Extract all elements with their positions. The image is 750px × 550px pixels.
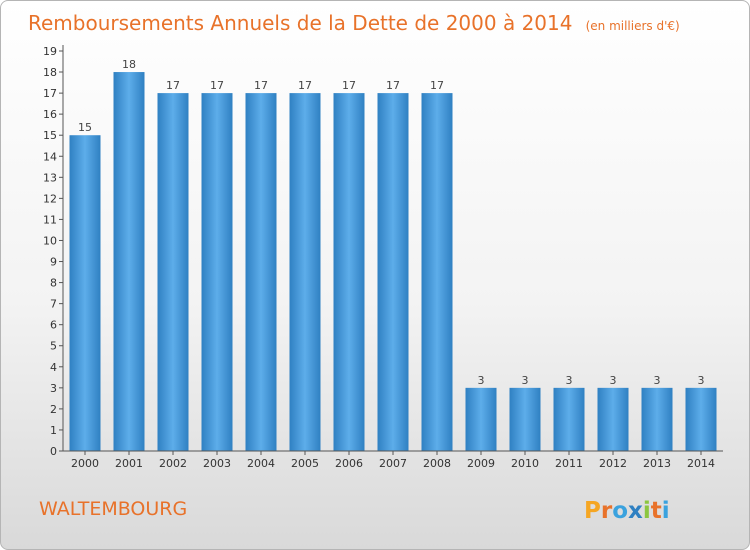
data-label-2014: 3 bbox=[698, 374, 705, 387]
y-tick-label: 0 bbox=[50, 445, 57, 458]
x-tick-label-2003: 2003 bbox=[203, 457, 231, 470]
logo-letter: i bbox=[662, 498, 670, 524]
x-tick-label-2007: 2007 bbox=[379, 457, 407, 470]
y-tick-label: 16 bbox=[43, 108, 57, 121]
proxiti-logo-text: Proxiti bbox=[584, 498, 670, 524]
x-tick-label-2005: 2005 bbox=[291, 457, 319, 470]
y-tick-label: 18 bbox=[43, 66, 57, 79]
data-label-2013: 3 bbox=[654, 374, 661, 387]
x-tick-label-2000: 2000 bbox=[71, 457, 99, 470]
bar-2001 bbox=[113, 72, 145, 451]
bar-2004 bbox=[245, 93, 277, 452]
y-tick-label: 14 bbox=[43, 150, 57, 163]
y-tick-label: 12 bbox=[43, 192, 57, 205]
logo-letter: P bbox=[584, 498, 601, 524]
bar-2005 bbox=[289, 93, 321, 452]
y-tick-label: 17 bbox=[43, 87, 57, 100]
x-tick-label-2011: 2011 bbox=[555, 457, 583, 470]
data-label-2004: 17 bbox=[254, 79, 268, 92]
logo-letter: t bbox=[651, 498, 662, 524]
y-tick-label: 4 bbox=[50, 361, 57, 374]
data-label-2006: 17 bbox=[342, 79, 356, 92]
bar-2008 bbox=[421, 93, 453, 452]
data-labels: 15 18 17 17 17 17 17 17 17 3 3 3 3 3 3 bbox=[78, 58, 705, 387]
bar-2002 bbox=[157, 93, 189, 452]
x-axis: 2000 2001 2002 2003 2004 2005 2006 2007 2008 2009… bbox=[63, 450, 723, 470]
y-tick-label: 15 bbox=[43, 129, 57, 142]
data-label-2012: 3 bbox=[610, 374, 617, 387]
y-tick-label: 1 bbox=[50, 424, 57, 437]
data-label-2008: 17 bbox=[430, 79, 444, 92]
bar-2006 bbox=[333, 93, 365, 452]
x-tick-label-2008: 2008 bbox=[423, 457, 451, 470]
bar-2000 bbox=[69, 135, 101, 452]
data-label-2003: 17 bbox=[210, 79, 224, 92]
bars bbox=[69, 72, 717, 452]
bar-2003 bbox=[201, 93, 233, 452]
bar-2012 bbox=[597, 387, 629, 451]
proxiti-logo: Proxiti bbox=[584, 498, 670, 524]
x-tick-label-2002: 2002 bbox=[159, 457, 187, 470]
y-tick-label: 11 bbox=[43, 213, 57, 226]
chart-title-text: Remboursements Annuels de la Dette de 20… bbox=[28, 11, 572, 35]
bar-2007 bbox=[377, 93, 409, 452]
bar-2010 bbox=[509, 387, 541, 451]
x-tick-label-2014: 2014 bbox=[687, 457, 715, 470]
bar-2013 bbox=[641, 387, 673, 451]
data-label-2001: 18 bbox=[122, 58, 136, 71]
x-tick-label-2009: 2009 bbox=[467, 457, 495, 470]
logo-letter: o bbox=[612, 498, 628, 524]
data-label-2009: 3 bbox=[478, 374, 485, 387]
y-tick-label: 13 bbox=[43, 171, 57, 184]
y-tick-label: 6 bbox=[50, 319, 57, 332]
data-label-2010: 3 bbox=[522, 374, 529, 387]
y-tick-label: 7 bbox=[50, 298, 57, 311]
y-tick-label: 10 bbox=[43, 234, 57, 247]
x-tick-label-2010: 2010 bbox=[511, 457, 539, 470]
data-label-2005: 17 bbox=[298, 79, 312, 92]
y-tick-label: 8 bbox=[50, 277, 57, 290]
chart-unit: (en milliers d'€) bbox=[586, 19, 680, 33]
logo-letter: r bbox=[601, 498, 613, 524]
chart-title: Remboursements Annuels de la Dette de 20… bbox=[28, 11, 680, 35]
logo-letter: x bbox=[628, 498, 643, 524]
city-name: WALTEMBOURG bbox=[39, 498, 187, 520]
y-tick-label: 9 bbox=[50, 256, 57, 269]
x-tick-label-2001: 2001 bbox=[115, 457, 143, 470]
y-tick-label: 2 bbox=[50, 403, 57, 416]
data-label-2000: 15 bbox=[78, 121, 92, 134]
bar-2014 bbox=[685, 387, 717, 451]
y-tick-label: 5 bbox=[50, 340, 57, 353]
x-tick-label-2013: 2013 bbox=[643, 457, 671, 470]
x-tick-label-2004: 2004 bbox=[247, 457, 275, 470]
data-label-2011: 3 bbox=[566, 374, 573, 387]
bar-2011 bbox=[553, 387, 585, 451]
x-tick-label-2006: 2006 bbox=[335, 457, 363, 470]
y-tick-label: 19 bbox=[43, 45, 57, 58]
data-label-2007: 17 bbox=[386, 79, 400, 92]
data-label-2002: 17 bbox=[166, 79, 180, 92]
y-tick-label: 3 bbox=[50, 382, 57, 395]
bar-2009 bbox=[465, 387, 497, 451]
logo-letter: i bbox=[643, 498, 651, 524]
x-tick-label-2012: 2012 bbox=[599, 457, 627, 470]
